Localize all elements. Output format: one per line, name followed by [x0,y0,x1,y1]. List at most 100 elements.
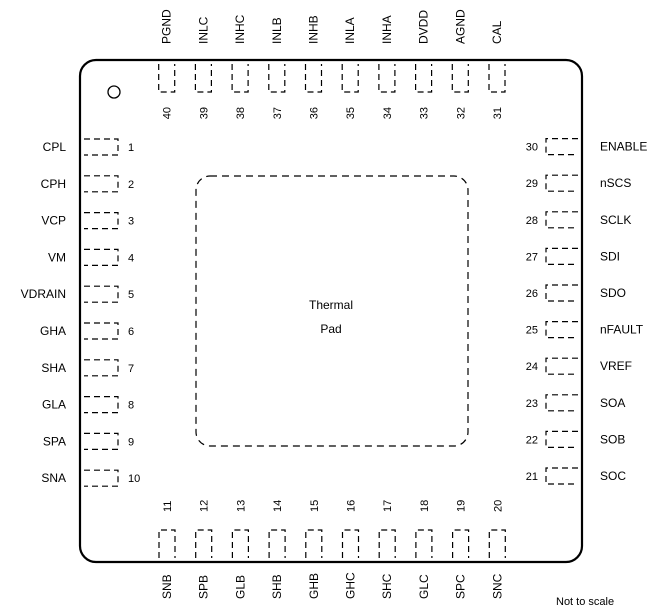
pin-number: 21 [526,471,538,483]
pin-pad [545,247,578,265]
package-body [78,58,584,564]
pin-pad [545,321,578,339]
pin-number: 22 [526,434,538,446]
pin-number: 17 [382,500,394,512]
pin-number: 14 [272,500,284,512]
pin-name: INLA [343,17,357,44]
pin-name: INHB [307,15,321,44]
pin-pad [84,212,119,230]
pin-number: 10 [128,473,140,485]
pin-number: 37 [272,107,284,119]
pin1-indicator [107,85,121,99]
pin-pad [84,138,119,156]
pin-pad [545,211,578,229]
pin-name: SDO [600,286,626,300]
pin-pad [545,394,578,412]
pin-pad [488,64,506,93]
pin-name: SCLK [600,213,631,227]
scale-note: Not to scale [556,596,614,608]
pin-name: SOC [600,469,626,483]
pin-name: GHA [40,324,66,338]
pin-name: INLC [196,16,210,44]
pin-name: SPC [454,574,468,599]
pin-number: 12 [199,500,211,512]
pin-name: VM [48,250,66,264]
pin-pad [84,469,119,487]
pin-name: AGND [453,9,467,44]
pin-name: SNB [160,574,174,599]
pin-pad [545,430,578,448]
pin-pad [84,285,119,303]
pin-name: GLB [233,575,247,599]
pin-pad [268,64,286,93]
pin-number: 23 [526,398,538,410]
pin-pad [415,529,433,558]
pin-name: CPL [43,140,67,154]
pin-number: 20 [492,500,504,512]
pin-name: DVDD [417,10,431,44]
pin-name: VREF [600,359,632,373]
pin-name: ENABLE [600,140,647,154]
pin-pad [158,64,176,93]
pin-pad [304,64,323,93]
pin-pad [158,529,176,558]
pin-pad [545,174,578,192]
pin-name: SOA [600,396,625,410]
pin-pad [194,64,212,93]
thermal-pad-label-line1: Thermal [309,298,353,312]
pin-name: nSCS [600,176,631,190]
pin-number: 5 [128,289,134,301]
thermal-pad [195,175,469,447]
pin-number: 3 [128,216,134,228]
pin-pad [231,529,249,558]
pin-number: 15 [309,500,321,512]
pin-number: 26 [526,288,538,300]
pin-name: INHA [380,15,394,44]
pin-pad [488,529,506,558]
pin-number: 4 [128,252,134,264]
pin-number: 8 [128,400,134,412]
pin-pad [378,529,396,558]
pin-number: 19 [456,500,468,512]
pin-name: GLC [417,574,431,599]
pin-name: SNA [41,471,66,485]
pin-name: GHC [344,572,358,599]
pin-name: GLA [42,398,66,412]
pin-name: SNC [490,573,504,599]
pin-name: nFAULT [600,323,644,337]
pin-number: 25 [526,325,538,337]
pin-number: 30 [526,142,538,154]
pin-number: 27 [526,251,538,263]
pin-name: SPB [197,575,211,599]
pin-pad [545,138,578,156]
pin-pad [84,322,119,340]
pin-number: 2 [128,179,134,191]
pin-name: SHB [270,574,284,599]
pin-number: 31 [492,107,504,119]
pin-pad [84,175,119,193]
pin-number: 40 [162,107,174,119]
pin-pad [195,529,213,558]
pin-name: SHA [41,361,66,375]
pins-layer: 1 CPL 2 CPH 3 VCP 4 VM 5 VDRAIN 6 GHA 7 SHA 8 GLA 9 SPA 10… [21,9,648,599]
pin-number: 7 [128,363,134,375]
pin-pad [378,64,396,93]
pin-name: SHC [380,573,394,599]
pin-number: 39 [198,107,210,119]
pin-number: 1 [128,142,134,154]
pin-pad [451,64,469,93]
pin-name: CAL [490,20,504,44]
pin-name: SDI [600,249,620,263]
pin-number: 13 [235,500,247,512]
pin-name: PGND [160,9,174,44]
thermal-pad-label-line2: Pad [320,322,341,336]
pin-pad [231,64,249,93]
pin-number: 29 [526,178,538,190]
pin-pad [84,248,119,266]
pin-number: 9 [128,436,134,448]
pin-name: VCP [41,214,66,228]
pin-pad [84,359,119,377]
pin-number: 36 [309,107,321,119]
pin-name: INHC [233,14,247,44]
